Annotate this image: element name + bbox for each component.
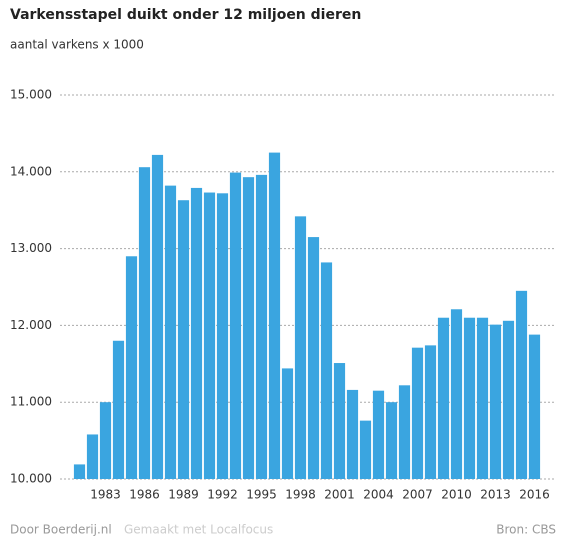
y-tick-label: 15.000	[10, 88, 52, 102]
bar	[190, 187, 203, 480]
bar	[164, 185, 177, 479]
bar	[385, 402, 398, 479]
bar	[216, 193, 229, 479]
bar	[255, 174, 268, 479]
x-tick-label: 1983	[90, 488, 121, 502]
bar	[73, 464, 86, 479]
bar	[372, 390, 385, 479]
y-tick-label: 11.000	[10, 395, 52, 409]
x-tick-label: 2010	[441, 488, 472, 502]
x-tick-label: 1995	[246, 488, 277, 502]
x-tick-label: 2007	[402, 488, 433, 502]
y-tick-label: 12.000	[10, 318, 52, 332]
bar	[268, 152, 281, 479]
chart-subtitle: aantal varkens x 1000	[10, 38, 144, 52]
bar	[125, 256, 138, 479]
x-tick-label: 1998	[285, 488, 316, 502]
bar	[112, 340, 125, 479]
bar	[489, 324, 502, 479]
bar	[203, 192, 216, 479]
footer-tool[interactable]: Gemaakt met Localfocus	[124, 523, 273, 537]
bar	[528, 334, 541, 479]
bar	[151, 154, 164, 480]
bar	[359, 420, 372, 479]
bar	[229, 172, 242, 479]
bar	[320, 262, 333, 479]
x-tick-label: 1986	[129, 488, 160, 502]
bar	[294, 216, 307, 479]
x-tick-label: 1992	[207, 488, 238, 502]
x-tick-label: 2001	[324, 488, 355, 502]
x-tick-label: 2004	[363, 488, 394, 502]
bar	[398, 385, 411, 479]
bar	[99, 402, 112, 479]
y-tick-label: 14.000	[10, 164, 52, 178]
bar	[476, 317, 489, 479]
bar	[515, 290, 528, 479]
bar	[138, 167, 151, 479]
x-tick-label: 2013	[480, 488, 511, 502]
bar	[463, 317, 476, 479]
footer-source: Bron: CBS	[496, 523, 556, 537]
bar	[346, 389, 359, 479]
bar	[177, 200, 190, 479]
footer-author[interactable]: Door Boerderij.nl	[10, 523, 112, 537]
y-tick-label: 10.000	[10, 472, 52, 486]
bar	[242, 177, 255, 479]
x-tick-label: 2016	[519, 488, 550, 502]
chart-title: Varkensstapel duikt onder 12 miljoen die…	[10, 7, 361, 23]
bar	[424, 345, 437, 479]
bar	[333, 363, 346, 479]
bar	[450, 309, 463, 479]
bar	[307, 237, 320, 479]
x-tick-label: 1989	[168, 488, 199, 502]
y-tick-label: 13.000	[10, 241, 52, 255]
bar	[502, 320, 515, 479]
bar	[86, 434, 99, 479]
bar	[281, 368, 294, 479]
bar	[411, 347, 424, 479]
bar	[437, 317, 450, 479]
